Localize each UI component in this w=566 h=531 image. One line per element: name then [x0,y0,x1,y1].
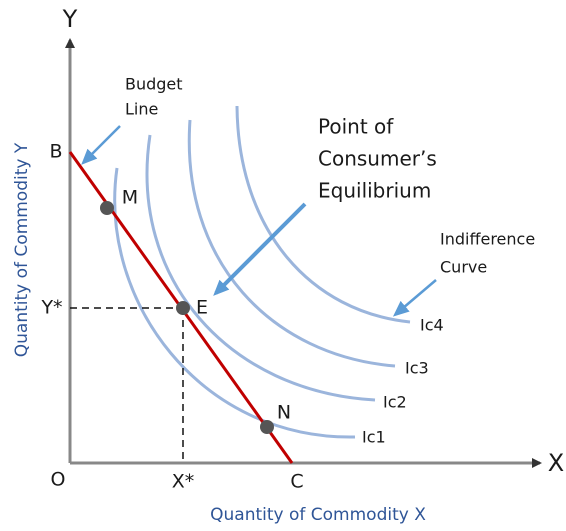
origin-label: O [51,469,66,491]
curve-label: Ic2 [383,393,407,412]
y-axis-title: Quantity of Commodity Y [12,142,32,357]
point [176,301,190,315]
point-label: N [277,402,291,424]
point-label: C [290,471,303,493]
point [260,420,274,434]
axis-letter: Y [62,5,78,33]
point-label: E [196,297,208,319]
curve-label: Ic3 [405,359,429,378]
indifference-curve [113,167,356,439]
point-label: X* [172,471,195,493]
point-label: B [49,141,62,163]
indifference-curve [145,134,376,402]
annotation: Point of [318,115,394,139]
axis-letter: X [548,449,564,477]
annotation: Line [125,100,158,119]
curve-label: Ic4 [420,316,444,335]
annotation: Curve [440,258,487,277]
arrow [392,279,437,317]
arrow [213,202,307,296]
annotation: Consumer’s [318,147,437,171]
point-label: Y* [40,297,62,319]
curve-label: Ic1 [362,428,386,447]
point [100,201,114,215]
indifference-curve [235,105,411,324]
annotation: Equilibrium [318,179,431,203]
point-label: M [122,187,138,209]
x-axis-title: Quantity of Commodity X [210,505,426,525]
arrow [81,125,121,165]
annotation: Budget [125,75,183,94]
annotation: Indifference [440,230,535,249]
indifference-curve [187,119,396,368]
